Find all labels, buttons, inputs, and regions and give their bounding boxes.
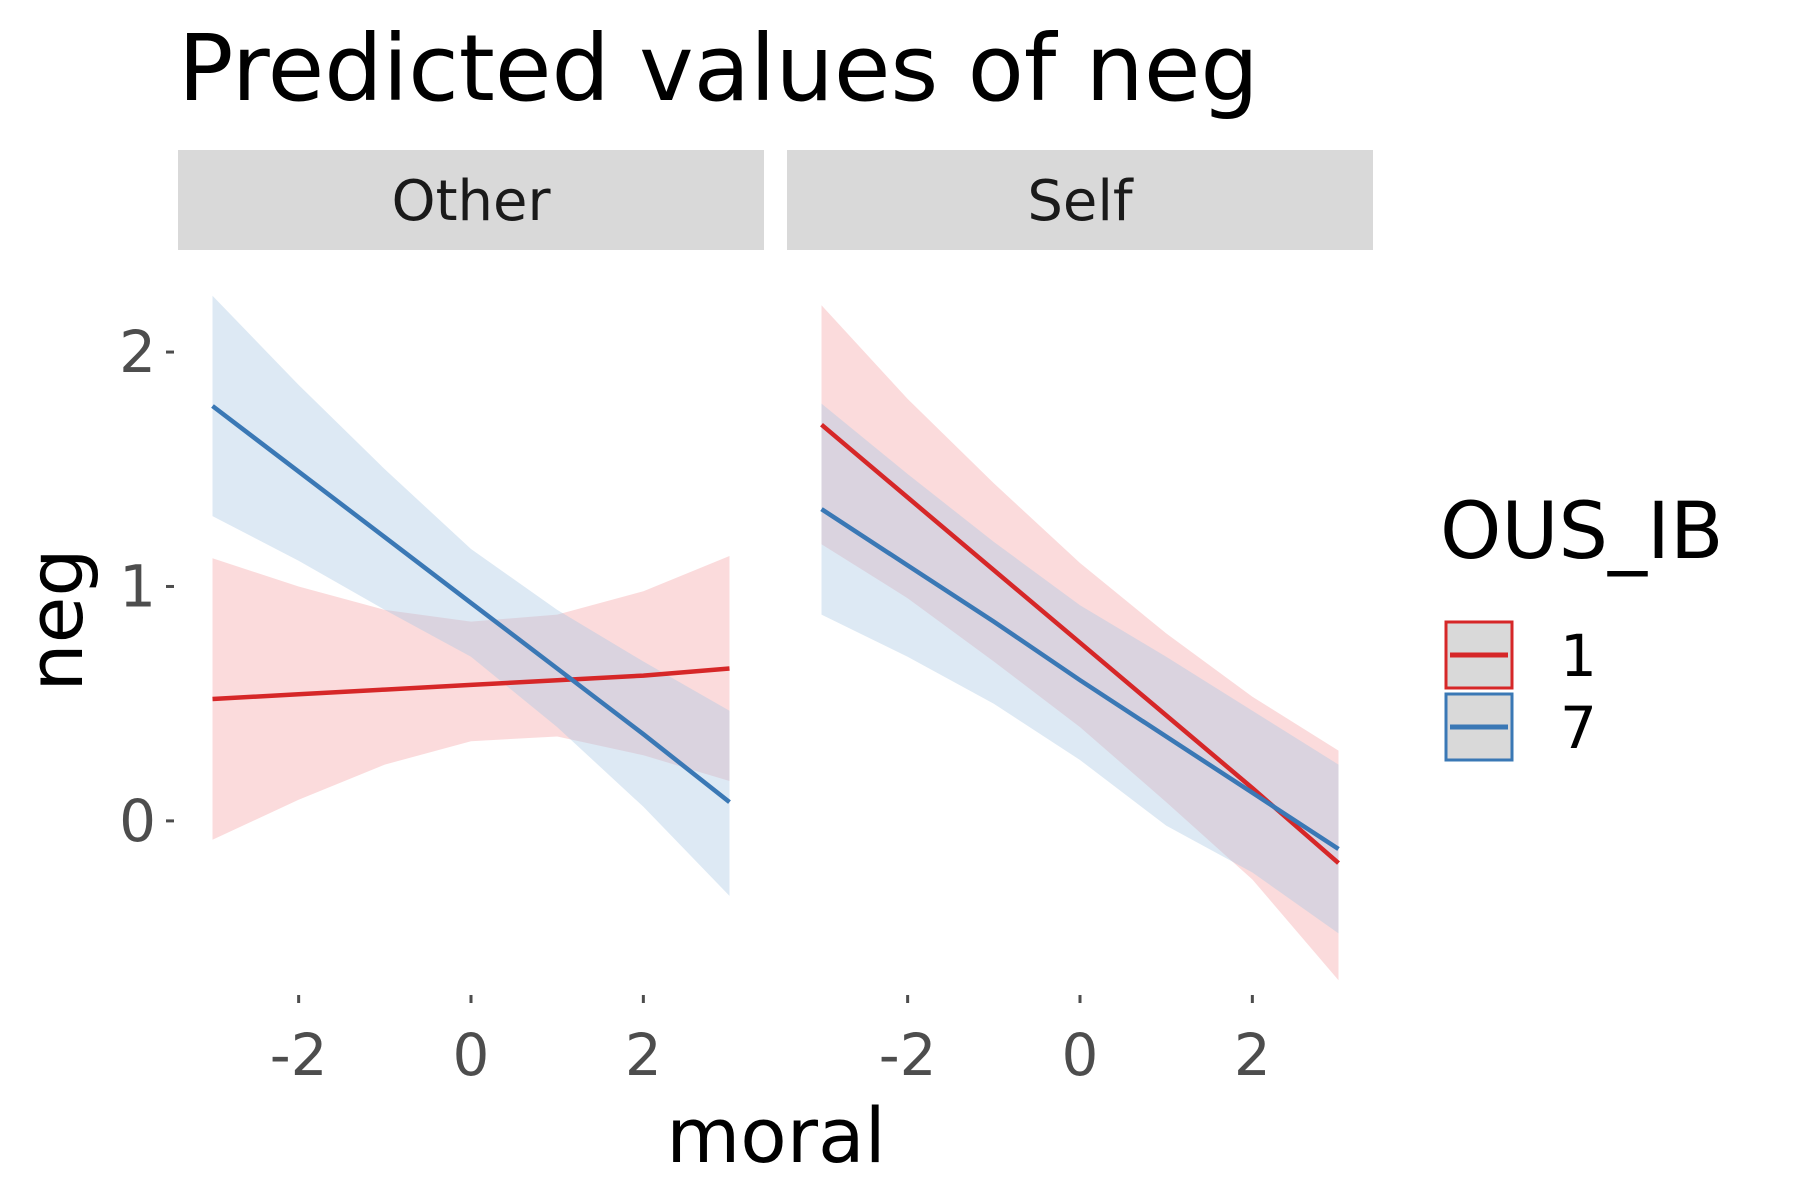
x-axis-title: moral (666, 1091, 885, 1180)
confidence-band-7 (821, 403, 1339, 934)
panels-layer: Other -2 0 2 0 1 2 Self -2 0 2 (119, 150, 1373, 1089)
series-line-1 (212, 666, 730, 702)
series-line-1 (820, 422, 1340, 865)
x-tick-label: 2 (1234, 1021, 1271, 1089)
facet-panel-other: Other -2 0 2 0 1 2 (119, 150, 764, 1089)
confidence-band-1 (212, 556, 730, 840)
legend-title: OUS_IB (1440, 487, 1724, 577)
legend: 17 (1444, 620, 1597, 762)
chart-title: Predicted values of neg (178, 15, 1259, 122)
legend-item-1: 1 (1444, 620, 1597, 690)
x-tick-label: -2 (270, 1021, 328, 1089)
series-line-7 (211, 404, 731, 804)
series-line-7 (820, 507, 1340, 851)
confidence-band-7 (212, 295, 730, 896)
facet-strip-label: Self (1027, 169, 1134, 234)
y-tick-label: 1 (119, 552, 156, 620)
x-tick-label: 2 (625, 1021, 662, 1089)
legend-item-7: 7 (1444, 692, 1597, 762)
x-tick-label: 0 (453, 1021, 490, 1089)
legend-label: 1 (1560, 622, 1597, 690)
facet-strip (787, 150, 1373, 250)
legend-label: 7 (1560, 694, 1597, 762)
y-tick-label: 2 (119, 318, 156, 386)
facet-panel-self: Self -2 0 2 (787, 150, 1373, 1089)
facet-strip-label: Other (391, 169, 551, 234)
x-tick-label: -2 (879, 1021, 937, 1089)
facet-strip (178, 150, 764, 250)
y-tick-label: 0 (119, 787, 156, 855)
x-tick-label: 0 (1062, 1021, 1099, 1089)
y-axis-title: neg (11, 548, 100, 691)
